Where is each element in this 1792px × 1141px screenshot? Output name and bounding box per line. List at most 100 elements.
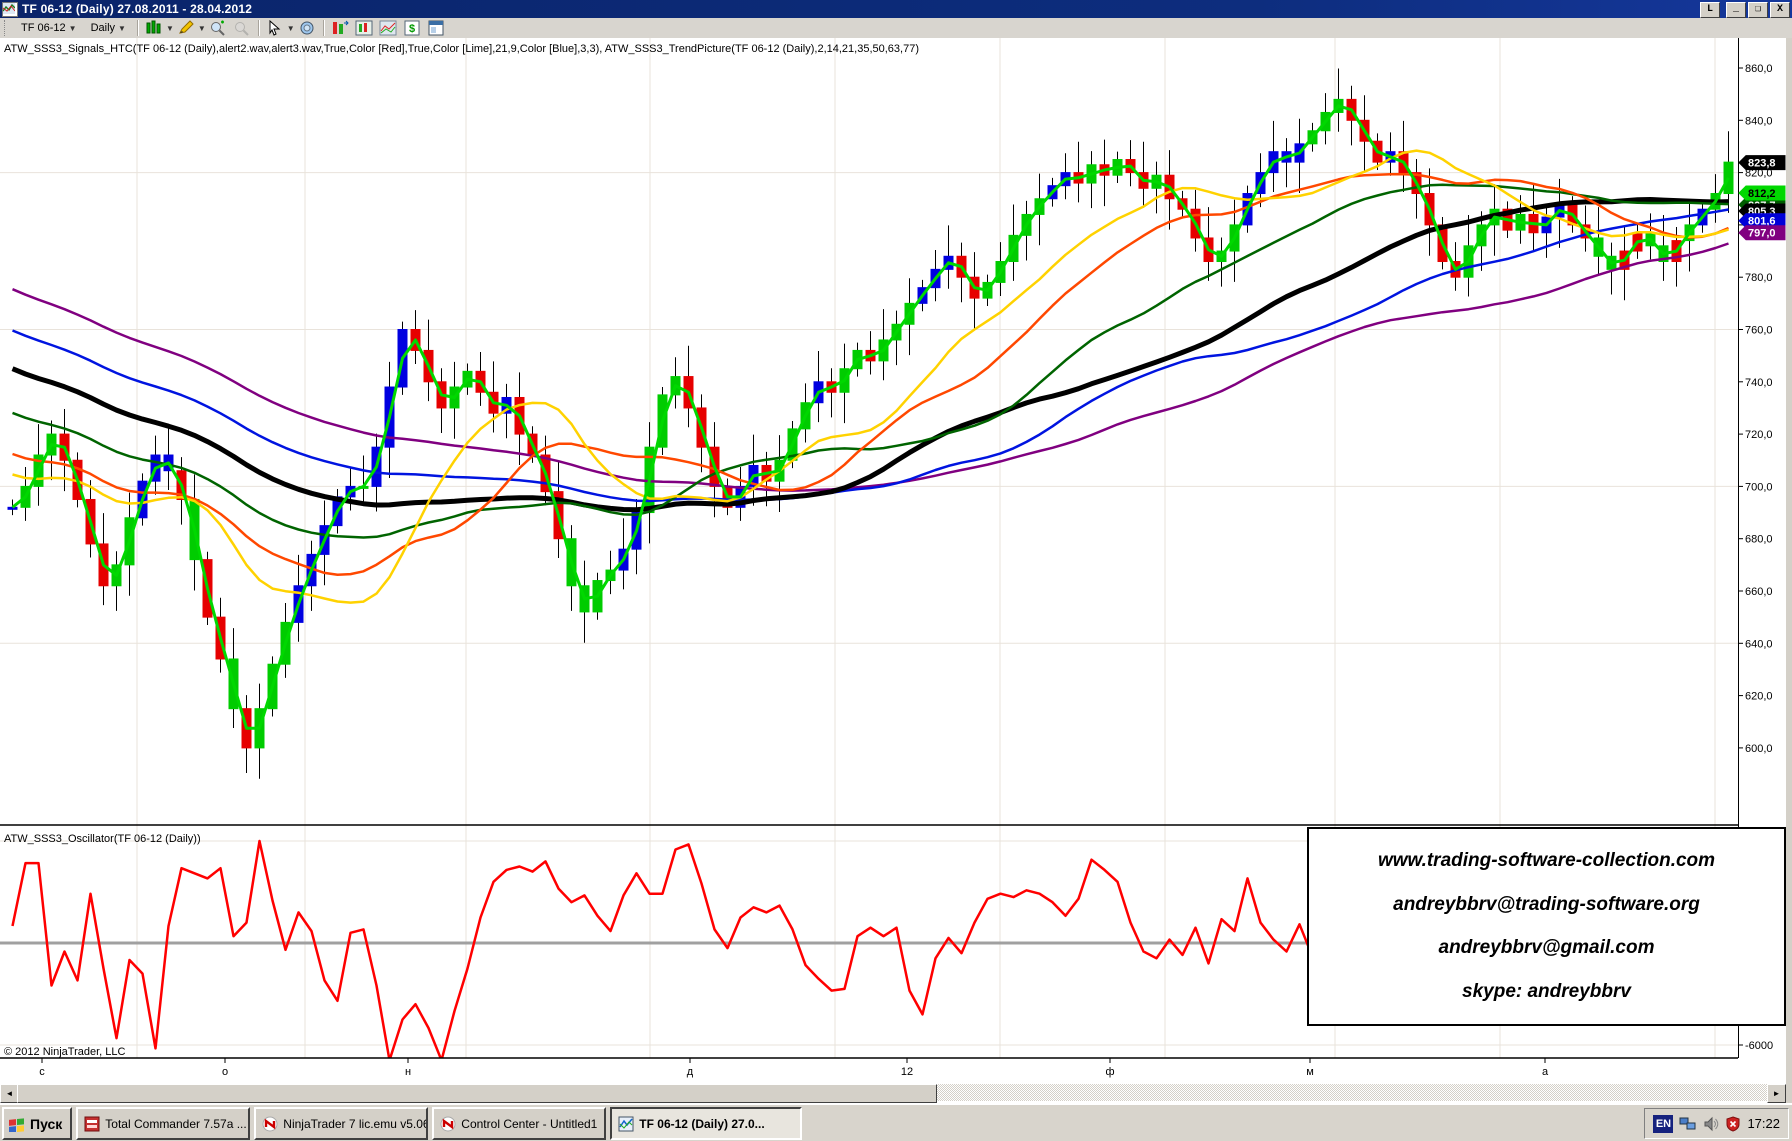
svg-text:12: 12 xyxy=(901,1066,913,1078)
chevron-down-icon: ▼ xyxy=(118,23,126,33)
toolbar-separator xyxy=(257,20,259,36)
price-oscillator-chart[interactable]: 860,0840,0820,0800,0780,0760,0740,0720,0… xyxy=(0,38,1792,1103)
properties-button[interactable] xyxy=(425,19,447,37)
indicators-button[interactable] xyxy=(377,19,399,37)
scrollbar-thumb[interactable] xyxy=(17,1084,937,1103)
bars-button[interactable] xyxy=(353,19,375,37)
instrument-dropdown[interactable]: TF 06-12 ▼ xyxy=(21,22,77,34)
horizontal-scrollbar[interactable]: ◄ ► xyxy=(0,1084,1786,1103)
chart-trader-icon xyxy=(332,20,349,34)
title-bar: TF 06-12 (Daily) 27.08.2011 - 28.04.2012… xyxy=(0,0,1792,18)
taskbar-button[interactable]: Total Commander 7.57a ... xyxy=(76,1107,251,1140)
time-axis: с о н д 12 ф м а xyxy=(39,1058,1549,1078)
chart-toolbar: TF 06-12 ▼ Daily ▼ ▼ ▼ ▼ $ xyxy=(0,18,1792,39)
system-tray: EN 17:22 xyxy=(1644,1108,1789,1139)
cursor-button[interactable] xyxy=(264,19,286,37)
language-indicator[interactable]: EN xyxy=(1653,1114,1674,1133)
close-button[interactable]: X xyxy=(1770,2,1790,18)
svg-text:600,0: 600,0 xyxy=(1745,743,1773,755)
cursor-icon xyxy=(269,20,281,36)
svg-text:-6000: -6000 xyxy=(1745,1040,1773,1052)
zoom-out-button[interactable] xyxy=(231,19,253,37)
svg-text:620,0: 620,0 xyxy=(1745,691,1773,703)
taskbar-button[interactable]: Control Center - Untitled1 xyxy=(432,1107,607,1140)
toolbar-grip[interactable] xyxy=(4,20,10,36)
start-label: Пуск xyxy=(30,1115,63,1132)
account-button[interactable]: $ xyxy=(401,19,423,37)
zoom-in-button[interactable] xyxy=(207,19,229,37)
ma-63-line xyxy=(12,208,1729,503)
network-icon[interactable] xyxy=(1679,1116,1697,1132)
chevron-down-icon[interactable]: ▼ xyxy=(165,23,174,33)
svg-text:860,0: 860,0 xyxy=(1745,63,1773,75)
properties-icon xyxy=(428,20,444,36)
app-icon xyxy=(2,1,18,17)
taskbar-button[interactable]: NinjaTrader 7 lic.emu v5.06 xyxy=(254,1107,429,1140)
svg-text:780,0: 780,0 xyxy=(1745,272,1773,284)
volume-icon[interactable] xyxy=(1703,1116,1719,1132)
svg-text:740,0: 740,0 xyxy=(1745,377,1773,389)
chevron-down-icon: ▼ xyxy=(68,23,77,33)
svg-text:840,0: 840,0 xyxy=(1745,115,1773,127)
restore-button[interactable]: ❏ xyxy=(1748,2,1768,18)
price-panel[interactable] xyxy=(7,68,1734,779)
minimize-button[interactable]: _ xyxy=(1726,2,1746,18)
watermark-line: www.trading-software-collection.com xyxy=(1377,850,1716,872)
chart-panel[interactable]: 860,0840,0820,0800,0780,0760,0740,0720,0… xyxy=(0,38,1792,1103)
window-title: TF 06-12 (Daily) 27.08.2011 - 28.04.2012 xyxy=(22,2,253,16)
security-shield-icon[interactable] xyxy=(1725,1115,1741,1132)
watermark-box: www.trading-software-collection.com andre… xyxy=(1307,827,1786,1026)
chevron-down-icon[interactable]: ▼ xyxy=(286,23,295,33)
drawing-tools-button[interactable] xyxy=(175,19,197,37)
ma-14-line xyxy=(12,149,1729,604)
taskbar-button-label: TF 06-12 (Daily) 27.0... xyxy=(639,1116,765,1131)
chart-trader-button[interactable] xyxy=(329,19,351,37)
ma-2-line xyxy=(11,104,1730,730)
nt-icon xyxy=(262,1116,278,1132)
indicator-label: ATW_SSS3_Signals_HTC(TF 06-12 (Daily),al… xyxy=(4,43,919,55)
bars-icon xyxy=(355,20,373,36)
taskbar-button-label: NinjaTrader 7 lic.emu v5.06 xyxy=(283,1116,429,1131)
svg-text:д: д xyxy=(687,1066,694,1078)
candles[interactable] xyxy=(7,68,1734,779)
svg-text:823,8: 823,8 xyxy=(1748,158,1776,170)
toolbar-separator xyxy=(136,20,138,36)
windows-logo-icon xyxy=(9,1117,24,1132)
tc-icon xyxy=(84,1116,100,1132)
svg-text:797,0: 797,0 xyxy=(1748,228,1776,240)
period-dropdown[interactable]: Daily ▼ xyxy=(90,22,126,34)
indicators-icon xyxy=(379,20,397,36)
svg-text:н: н xyxy=(405,1066,411,1078)
watermark-line: andreybbrv@trading-software.org xyxy=(1393,893,1700,915)
svg-text:720,0: 720,0 xyxy=(1745,429,1773,441)
taskbar-button[interactable]: TF 06-12 (Daily) 27.0... xyxy=(610,1107,803,1140)
zoom-out-icon xyxy=(234,22,249,36)
toolbar-separator xyxy=(322,20,324,36)
svg-text:а: а xyxy=(1542,1066,1549,1078)
start-button[interactable]: Пуск xyxy=(2,1107,73,1140)
scroll-right-button[interactable]: ► xyxy=(1767,1084,1786,1103)
svg-text:с: с xyxy=(39,1066,45,1078)
taskbar-button-label: Total Commander 7.57a ... xyxy=(105,1116,247,1131)
chart-icon xyxy=(618,1116,634,1132)
chart-style-icon xyxy=(146,20,161,34)
chart-style-button[interactable] xyxy=(143,19,165,37)
ma-77-line xyxy=(12,242,1729,492)
ma-35-line xyxy=(12,183,1729,539)
link-button[interactable]: L xyxy=(1700,2,1720,18)
ma-21-line xyxy=(12,173,1729,576)
dollar-icon: $ xyxy=(404,20,420,36)
chevron-down-icon[interactable]: ▼ xyxy=(197,23,206,33)
pencil-icon xyxy=(178,20,194,34)
svg-text:812,2: 812,2 xyxy=(1748,188,1776,200)
watermark-line: andreybbrv@gmail.com xyxy=(1438,937,1655,959)
svg-text:801,6: 801,6 xyxy=(1748,216,1776,228)
oscillator-label: ATW_SSS3_Oscillator(TF 06-12 (Daily)) xyxy=(4,833,201,845)
svg-text:ф: ф xyxy=(1105,1066,1114,1078)
window-frame-edge xyxy=(1786,38,1792,1103)
data-box-button[interactable] xyxy=(296,19,318,37)
ma-50-line xyxy=(11,197,1729,513)
clock: 17:22 xyxy=(1747,1116,1780,1131)
